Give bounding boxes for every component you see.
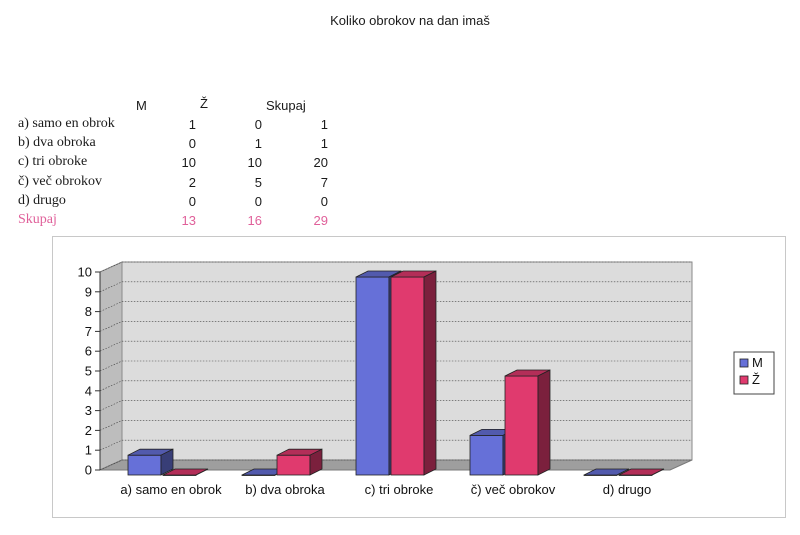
y-tick-label: 6 — [85, 344, 92, 359]
table-total-z: 16 — [247, 213, 262, 228]
bar — [127, 454, 162, 476]
bar-side — [309, 448, 323, 476]
gridline — [99, 380, 692, 392]
y-tick-label: 8 — [85, 304, 92, 319]
bar-side — [537, 369, 551, 476]
legend-swatch — [739, 358, 749, 368]
legend-label: Ž — [752, 372, 760, 387]
gridline — [99, 439, 692, 451]
y-tick-label: 5 — [85, 364, 92, 379]
table-cell-m: 10 — [181, 155, 196, 170]
gridline — [99, 321, 692, 332]
x-tick-label: a) samo en obrok — [120, 482, 222, 497]
table-cell-total: 1 — [320, 117, 328, 132]
gridline — [99, 301, 692, 312]
table-cell-total: 1 — [320, 136, 328, 151]
bar — [504, 375, 539, 476]
table-row-label: a) samo en obrok — [18, 116, 115, 131]
x-tick-label: c) tri obroke — [365, 482, 434, 497]
y-tick-label: 2 — [85, 423, 92, 438]
gridline — [99, 360, 692, 372]
legend-label: M — [752, 355, 763, 370]
table-row-label: č) več obrokov — [18, 174, 102, 189]
table-total-label: Skupaj — [18, 212, 57, 227]
bar-side — [160, 448, 174, 476]
x-tick-label: d) drugo — [603, 482, 651, 497]
bar — [390, 276, 425, 476]
table-cell-total: 20 — [313, 155, 328, 170]
bar-side — [195, 468, 209, 476]
bar-side — [651, 468, 665, 476]
table-cell-z: 1 — [254, 136, 262, 151]
bar — [355, 276, 390, 476]
gridline — [99, 340, 692, 352]
bar-side — [423, 270, 437, 476]
table-cell-total: 0 — [320, 194, 328, 209]
bar — [276, 454, 311, 476]
y-tick-label: 9 — [85, 284, 92, 299]
table-cell-z: 10 — [247, 155, 262, 170]
table-cell-z: 5 — [254, 175, 262, 190]
y-tick-label: 1 — [85, 443, 92, 458]
y-tick-label: 7 — [85, 324, 92, 339]
y-tick-label: 3 — [85, 403, 92, 418]
table-total-m: 13 — [181, 213, 196, 228]
table-cell-m: 1 — [188, 117, 196, 132]
gridline — [99, 459, 692, 471]
table-cell-z: 0 — [254, 194, 262, 209]
gridline — [99, 281, 692, 293]
x-tick-label: b) dva obroka — [245, 482, 325, 497]
table-row-label: d) drugo — [18, 193, 66, 208]
gridline — [99, 400, 692, 411]
table-cell-z: 0 — [254, 117, 262, 132]
table-header-m: M — [136, 98, 147, 113]
table-cell-m: 2 — [188, 175, 196, 190]
table-cell-total: 7 — [320, 175, 328, 190]
gridline — [99, 261, 692, 273]
y-tick-label: 10 — [78, 265, 92, 280]
bar — [469, 434, 504, 476]
table-cell-m: 0 — [188, 194, 196, 209]
table-header-total: Skupaj — [266, 98, 306, 113]
page-title: Koliko obrokov na dan imaš — [330, 13, 490, 28]
bar-side — [616, 468, 630, 476]
y-tick-label: 4 — [85, 383, 92, 398]
legend-swatch — [739, 375, 749, 385]
table-row-label: c) tri obroke — [18, 154, 88, 169]
table-cell-m: 0 — [188, 136, 196, 151]
y-tick-label: 0 — [85, 463, 92, 478]
gridline — [99, 420, 692, 431]
table-row-label: b) dva obroka — [18, 135, 96, 150]
table-total-total: 29 — [313, 213, 328, 228]
table-header-z: Ž — [200, 96, 208, 111]
x-tick-label: č) več obrokov — [471, 482, 556, 497]
